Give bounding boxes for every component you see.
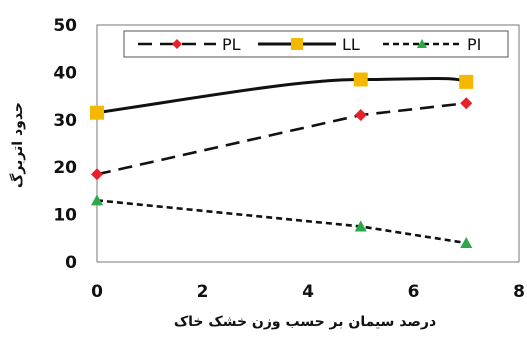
y-tick-label: 30	[53, 111, 77, 131]
legend-marker-ll	[291, 38, 303, 50]
data-point-pi	[91, 194, 103, 206]
legend-label-pl: PL	[222, 35, 241, 54]
x-axis-title: درصد سیمان بر حسب وزن خشک خاک	[174, 314, 436, 330]
legend-label-pi: PI	[467, 35, 481, 54]
data-point-pl	[354, 109, 367, 122]
x-tick-label: 0	[91, 282, 103, 302]
y-tick-label: 50	[53, 16, 77, 36]
series-line-ll	[96, 76, 467, 115]
legend-marker-pi	[417, 39, 427, 48]
legend: PL LL PI	[123, 30, 509, 58]
data-point-ll	[90, 105, 104, 120]
plot-area	[96, 24, 520, 263]
data-point-pl	[460, 97, 473, 110]
data-point-pi	[460, 237, 473, 249]
y-tick-label: 20	[53, 158, 77, 178]
y-tick-label: 10	[53, 206, 77, 226]
y-tick-label: 40	[53, 63, 77, 83]
legend-marker-pl	[172, 39, 182, 49]
x-tick-label: 2	[197, 282, 209, 302]
data-point-pl	[91, 168, 103, 181]
y-axis-title: حدود اتربرگ	[9, 102, 26, 188]
data-point-pi	[354, 220, 367, 232]
x-tick-label: 4	[302, 282, 314, 302]
data-point-ll	[459, 74, 474, 89]
x-tick-label: 6	[408, 282, 420, 302]
y-tick-label: 0	[65, 253, 77, 273]
data-point-ll	[353, 72, 368, 87]
x-tick-label: 8	[513, 282, 525, 302]
legend-label-ll: LL	[342, 35, 360, 54]
